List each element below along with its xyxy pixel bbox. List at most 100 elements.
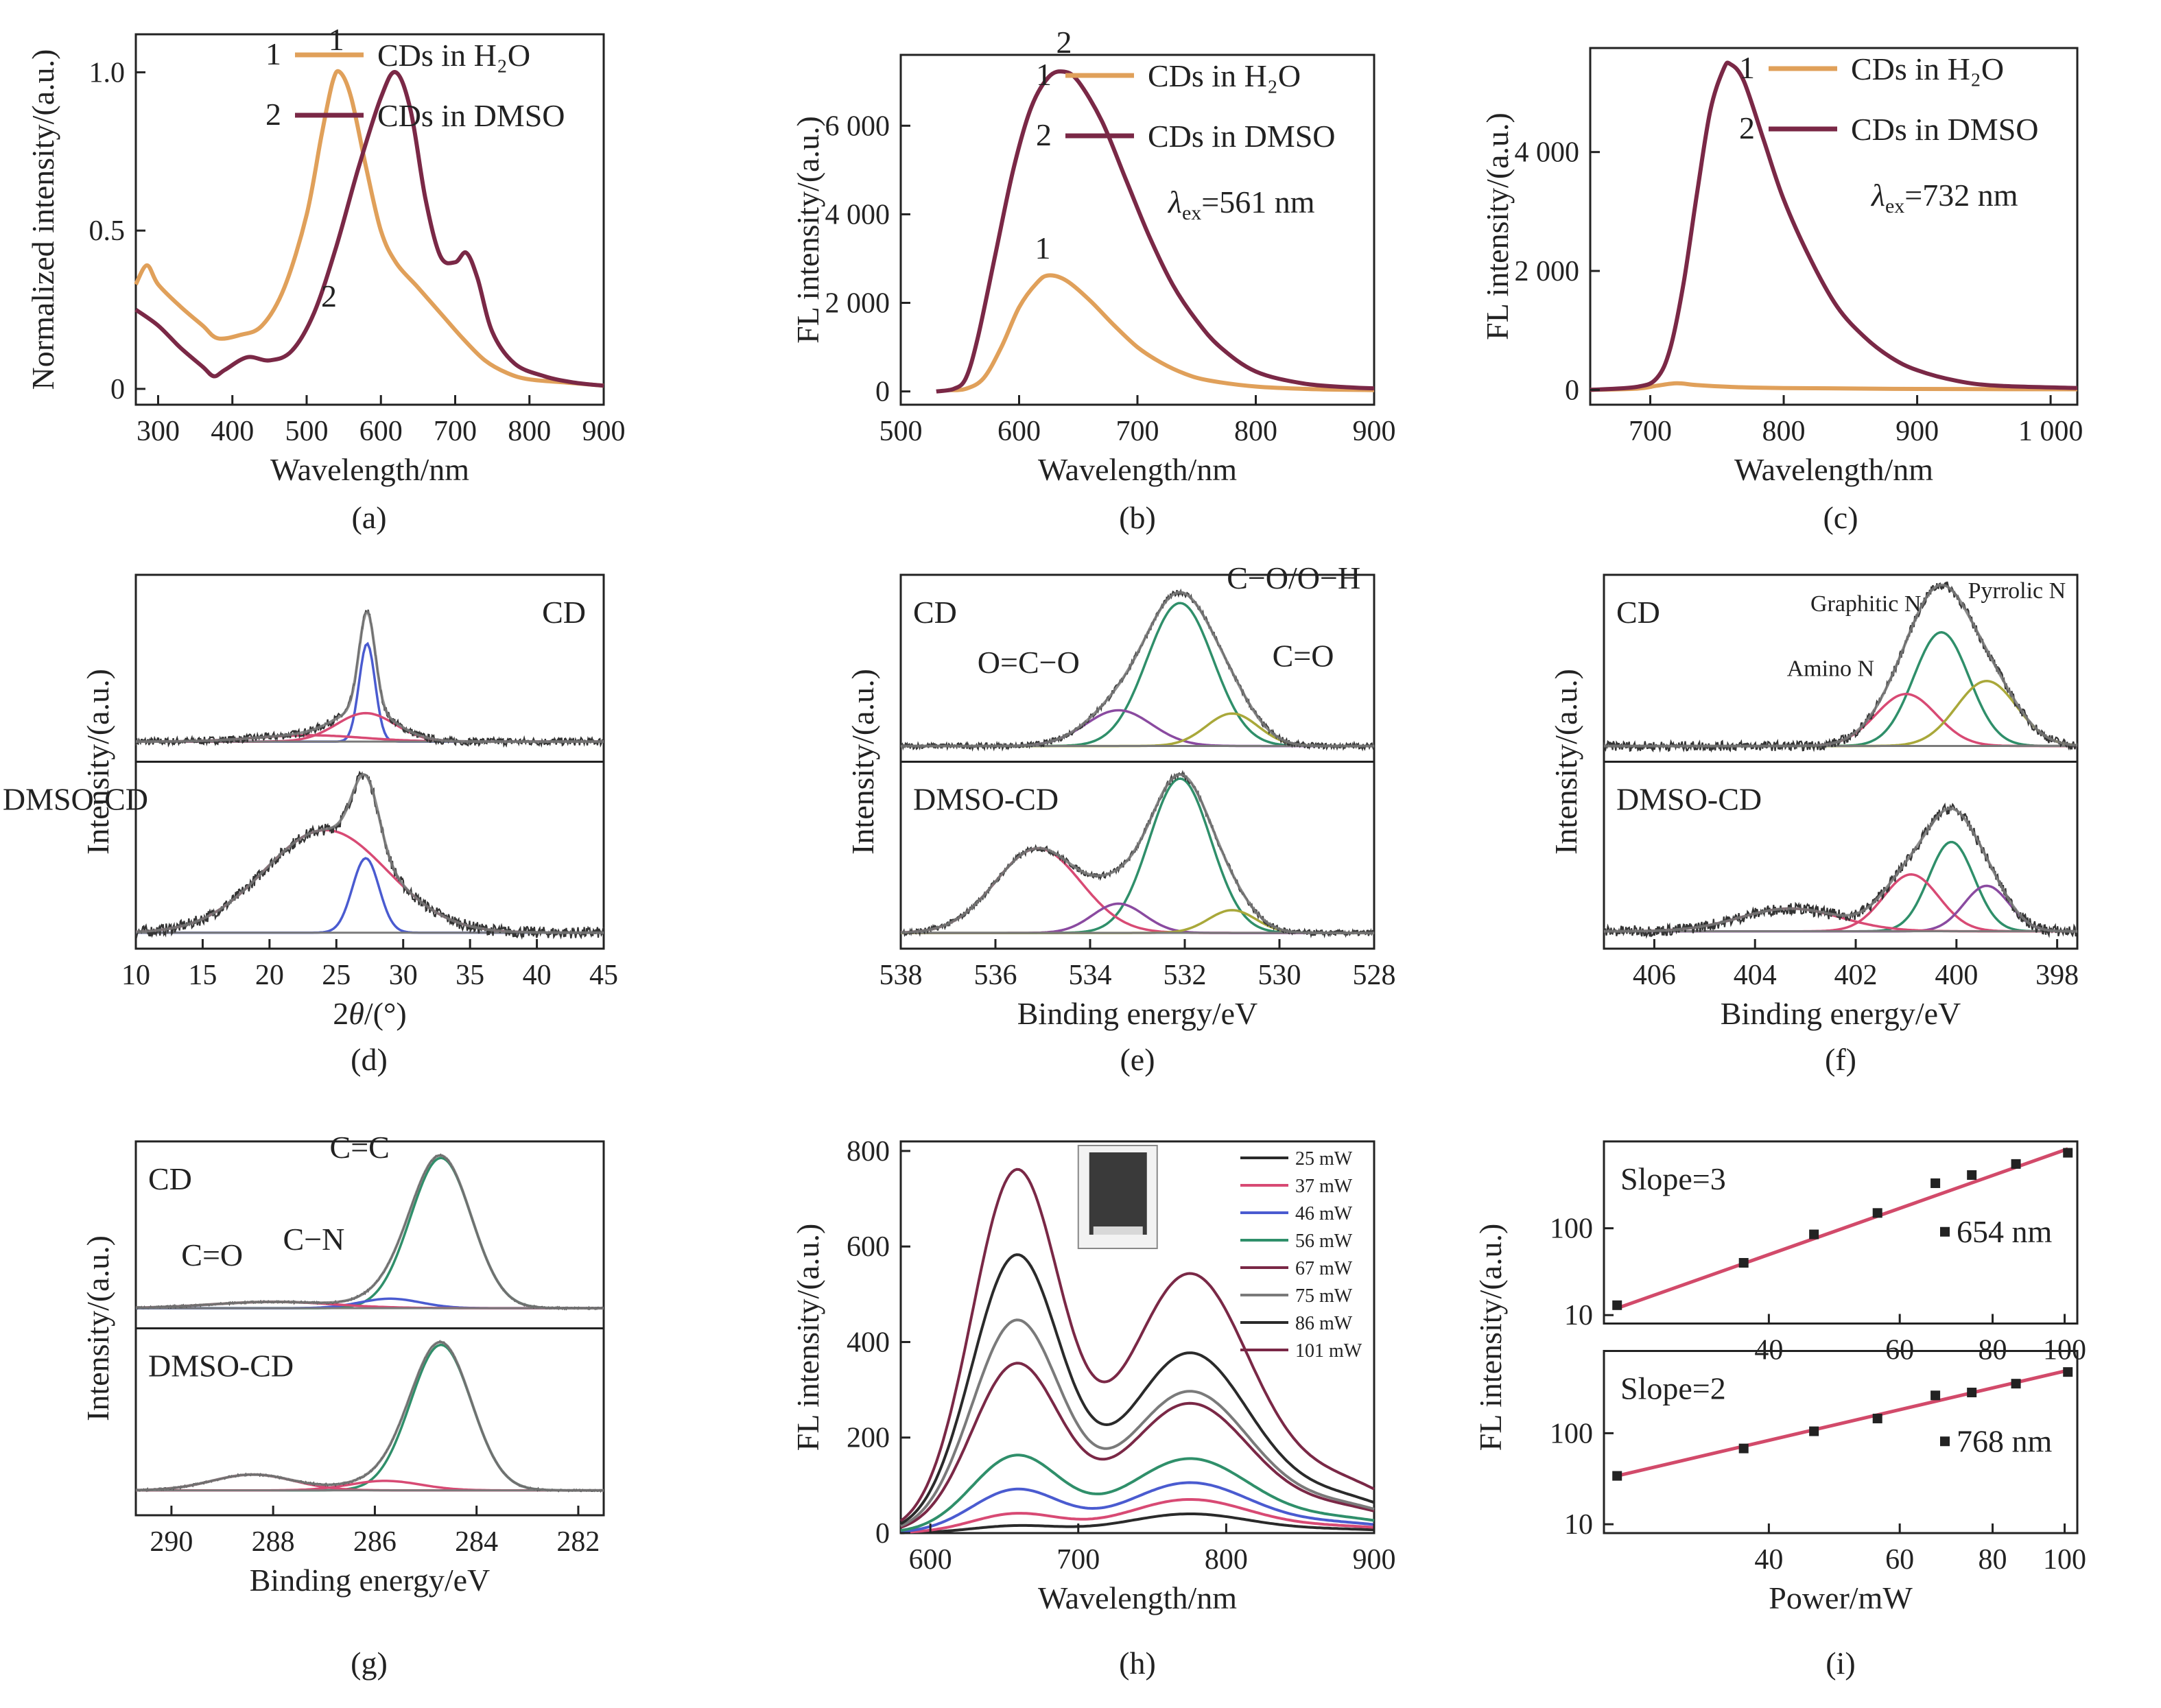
data-point bbox=[1612, 1471, 1622, 1481]
x-tick-label: 398 bbox=[2035, 960, 2079, 991]
y-tick-label: 100 bbox=[1550, 1418, 1593, 1449]
x-tick-label: 45 bbox=[589, 960, 618, 991]
x-axis-label: Wavelength/nm bbox=[1038, 1580, 1237, 1615]
x-tick-label: 800 bbox=[1205, 1544, 1248, 1576]
x-tick-label: 800 bbox=[1762, 416, 1806, 447]
x-tick-label: 404 bbox=[1734, 960, 1777, 991]
x-tick-label: 25 bbox=[322, 960, 351, 991]
fit-component-2 bbox=[1604, 873, 2077, 933]
panel-f: CD Graphitic N Pyrrolic N Amino N DMSO-CD 406… bbox=[1548, 573, 2079, 1031]
x-axis-label: Binding energy/eV bbox=[1017, 996, 1257, 1031]
fit-envelope bbox=[136, 609, 604, 744]
subpanel-label: CD bbox=[913, 595, 957, 630]
plot-frame bbox=[134, 33, 605, 406]
x-tick-label: 800 bbox=[1234, 416, 1277, 447]
panel-letter: (d) bbox=[351, 1042, 388, 1077]
data-point bbox=[2011, 1159, 2021, 1169]
y-tick-label: 0 bbox=[110, 374, 125, 405]
y-tick-label: 200 bbox=[847, 1423, 890, 1454]
x-tick-label: 1 000 bbox=[2018, 416, 2083, 447]
lambda-subscript: ex bbox=[1885, 195, 1904, 217]
subpanel-label: DMSO-CD bbox=[913, 782, 1059, 817]
y-axis-label: Intensity/(a.u.) bbox=[80, 1235, 115, 1421]
x-tick-label: 400 bbox=[1935, 960, 1978, 991]
x-tick-label: 900 bbox=[1896, 416, 1939, 447]
legend-marker bbox=[1940, 1436, 1950, 1447]
y-axis-label: FL intensity/(a.u.) bbox=[790, 1224, 825, 1451]
peak-assignment-label: Graphitic N bbox=[1810, 591, 1921, 617]
lambda-symbol: λ bbox=[1870, 178, 1885, 213]
y-axis-label: Intensity/(a.u.) bbox=[1548, 669, 1583, 855]
subpanel-label: CD bbox=[1616, 595, 1660, 630]
y-axis-label: Normalized intensity/(a.u.) bbox=[25, 49, 60, 390]
x-axis-label: Wavelength/nm bbox=[270, 452, 469, 487]
x-tick-label: 80 bbox=[1979, 1544, 2007, 1576]
panel-g: CD C=C C=O C−N DMSO-CD 290 288 286 284 282 Binding… bbox=[80, 1130, 605, 1598]
y-tick-label: 400 bbox=[847, 1327, 890, 1358]
panel-h: 25 mW 37 mW 46 mW 56 mW 67 mW 75 mW 86 mW 101 m… bbox=[790, 1136, 1396, 1615]
series-line-1 bbox=[901, 1513, 1375, 1534]
legend-label: CDs in DMSO bbox=[377, 98, 565, 133]
x-tick-label: 40 bbox=[1754, 1544, 1783, 1576]
fit-envelope bbox=[900, 773, 1374, 935]
series-line-4 bbox=[900, 1454, 1375, 1532]
panel-letter: (f) bbox=[1825, 1042, 1856, 1077]
plot-frame bbox=[899, 1140, 1375, 1534]
data-point bbox=[2011, 1379, 2021, 1389]
y-tick-label: 1.0 bbox=[89, 57, 126, 88]
x-tick-label: 528 bbox=[1353, 960, 1396, 991]
x-tick-label: 406 bbox=[1633, 960, 1676, 991]
x-tick-label: 600 bbox=[997, 416, 1041, 447]
series-line-1 bbox=[947, 273, 1375, 392]
panel-letter: (g) bbox=[351, 1646, 388, 1681]
fit-envelope bbox=[135, 1154, 604, 1310]
x-axis-label-part: /(°) bbox=[364, 996, 407, 1031]
data-point bbox=[2063, 1367, 2073, 1377]
x-tick-label: 900 bbox=[1353, 1544, 1396, 1576]
legend-label: 768 nm bbox=[1957, 1423, 2053, 1458]
lambda-symbol: λ bbox=[1167, 185, 1182, 220]
legend-number: 2 bbox=[1036, 117, 1052, 152]
slope-label: Slope=3 bbox=[1620, 1161, 1726, 1196]
fit-line bbox=[1616, 1147, 2069, 1310]
panel-a: 300 400 500 600 700 800 900 0 0.5 1.0 Wavelength/n… bbox=[25, 22, 626, 487]
data-point bbox=[1738, 1258, 1749, 1268]
y-tick-label: 100 bbox=[1550, 1213, 1593, 1245]
data-point bbox=[1809, 1426, 1819, 1436]
curve-number: 1 bbox=[1035, 230, 1051, 265]
x-tick-label: 530 bbox=[1258, 960, 1301, 991]
x-tick-label: 700 bbox=[1629, 416, 1672, 447]
subpanel-label: DMSO-CD bbox=[1616, 782, 1762, 817]
x-tick-label: 15 bbox=[188, 960, 217, 991]
panel-letter: (a) bbox=[351, 500, 386, 535]
panel-letter: (i) bbox=[1826, 1646, 1855, 1681]
x-tick-label: 300 bbox=[137, 416, 180, 447]
y-tick-label: 800 bbox=[847, 1136, 890, 1167]
x-tick-label: 400 bbox=[211, 416, 254, 447]
fit-component-1 bbox=[901, 602, 1374, 748]
y-axis-label: Intensity/(a.u.) bbox=[80, 669, 115, 855]
plot-frame bbox=[1589, 47, 2079, 406]
legend-number: 1 bbox=[1739, 50, 1755, 85]
legend-label: CDs in H₂O bbox=[1851, 51, 2004, 86]
x-tick-label: 288 bbox=[252, 1526, 295, 1558]
y-axis-label: FL intensity/(a.u.) bbox=[790, 116, 825, 344]
legend-label: 75 mW bbox=[1295, 1285, 1353, 1307]
data-point bbox=[1872, 1413, 1882, 1423]
x-tick-label: 700 bbox=[434, 416, 477, 447]
x-tick-label: 10 bbox=[121, 960, 150, 991]
y-tick-label: 2 000 bbox=[825, 288, 890, 320]
vial-photo bbox=[1089, 1152, 1147, 1235]
panel-letter: (h) bbox=[1119, 1646, 1156, 1681]
x-tick-label: 30 bbox=[389, 960, 418, 991]
subpanel-label: CD bbox=[148, 1161, 192, 1196]
legend-label: CDs in DMSO bbox=[1148, 119, 1336, 154]
data-point bbox=[1967, 1170, 1977, 1181]
y-tick-label: 0.5 bbox=[89, 215, 126, 247]
series-line-8 bbox=[899, 1167, 1375, 1522]
measured-data bbox=[1603, 802, 2078, 939]
x-tick-label: 900 bbox=[582, 416, 626, 447]
curve-number: 2 bbox=[321, 278, 337, 313]
